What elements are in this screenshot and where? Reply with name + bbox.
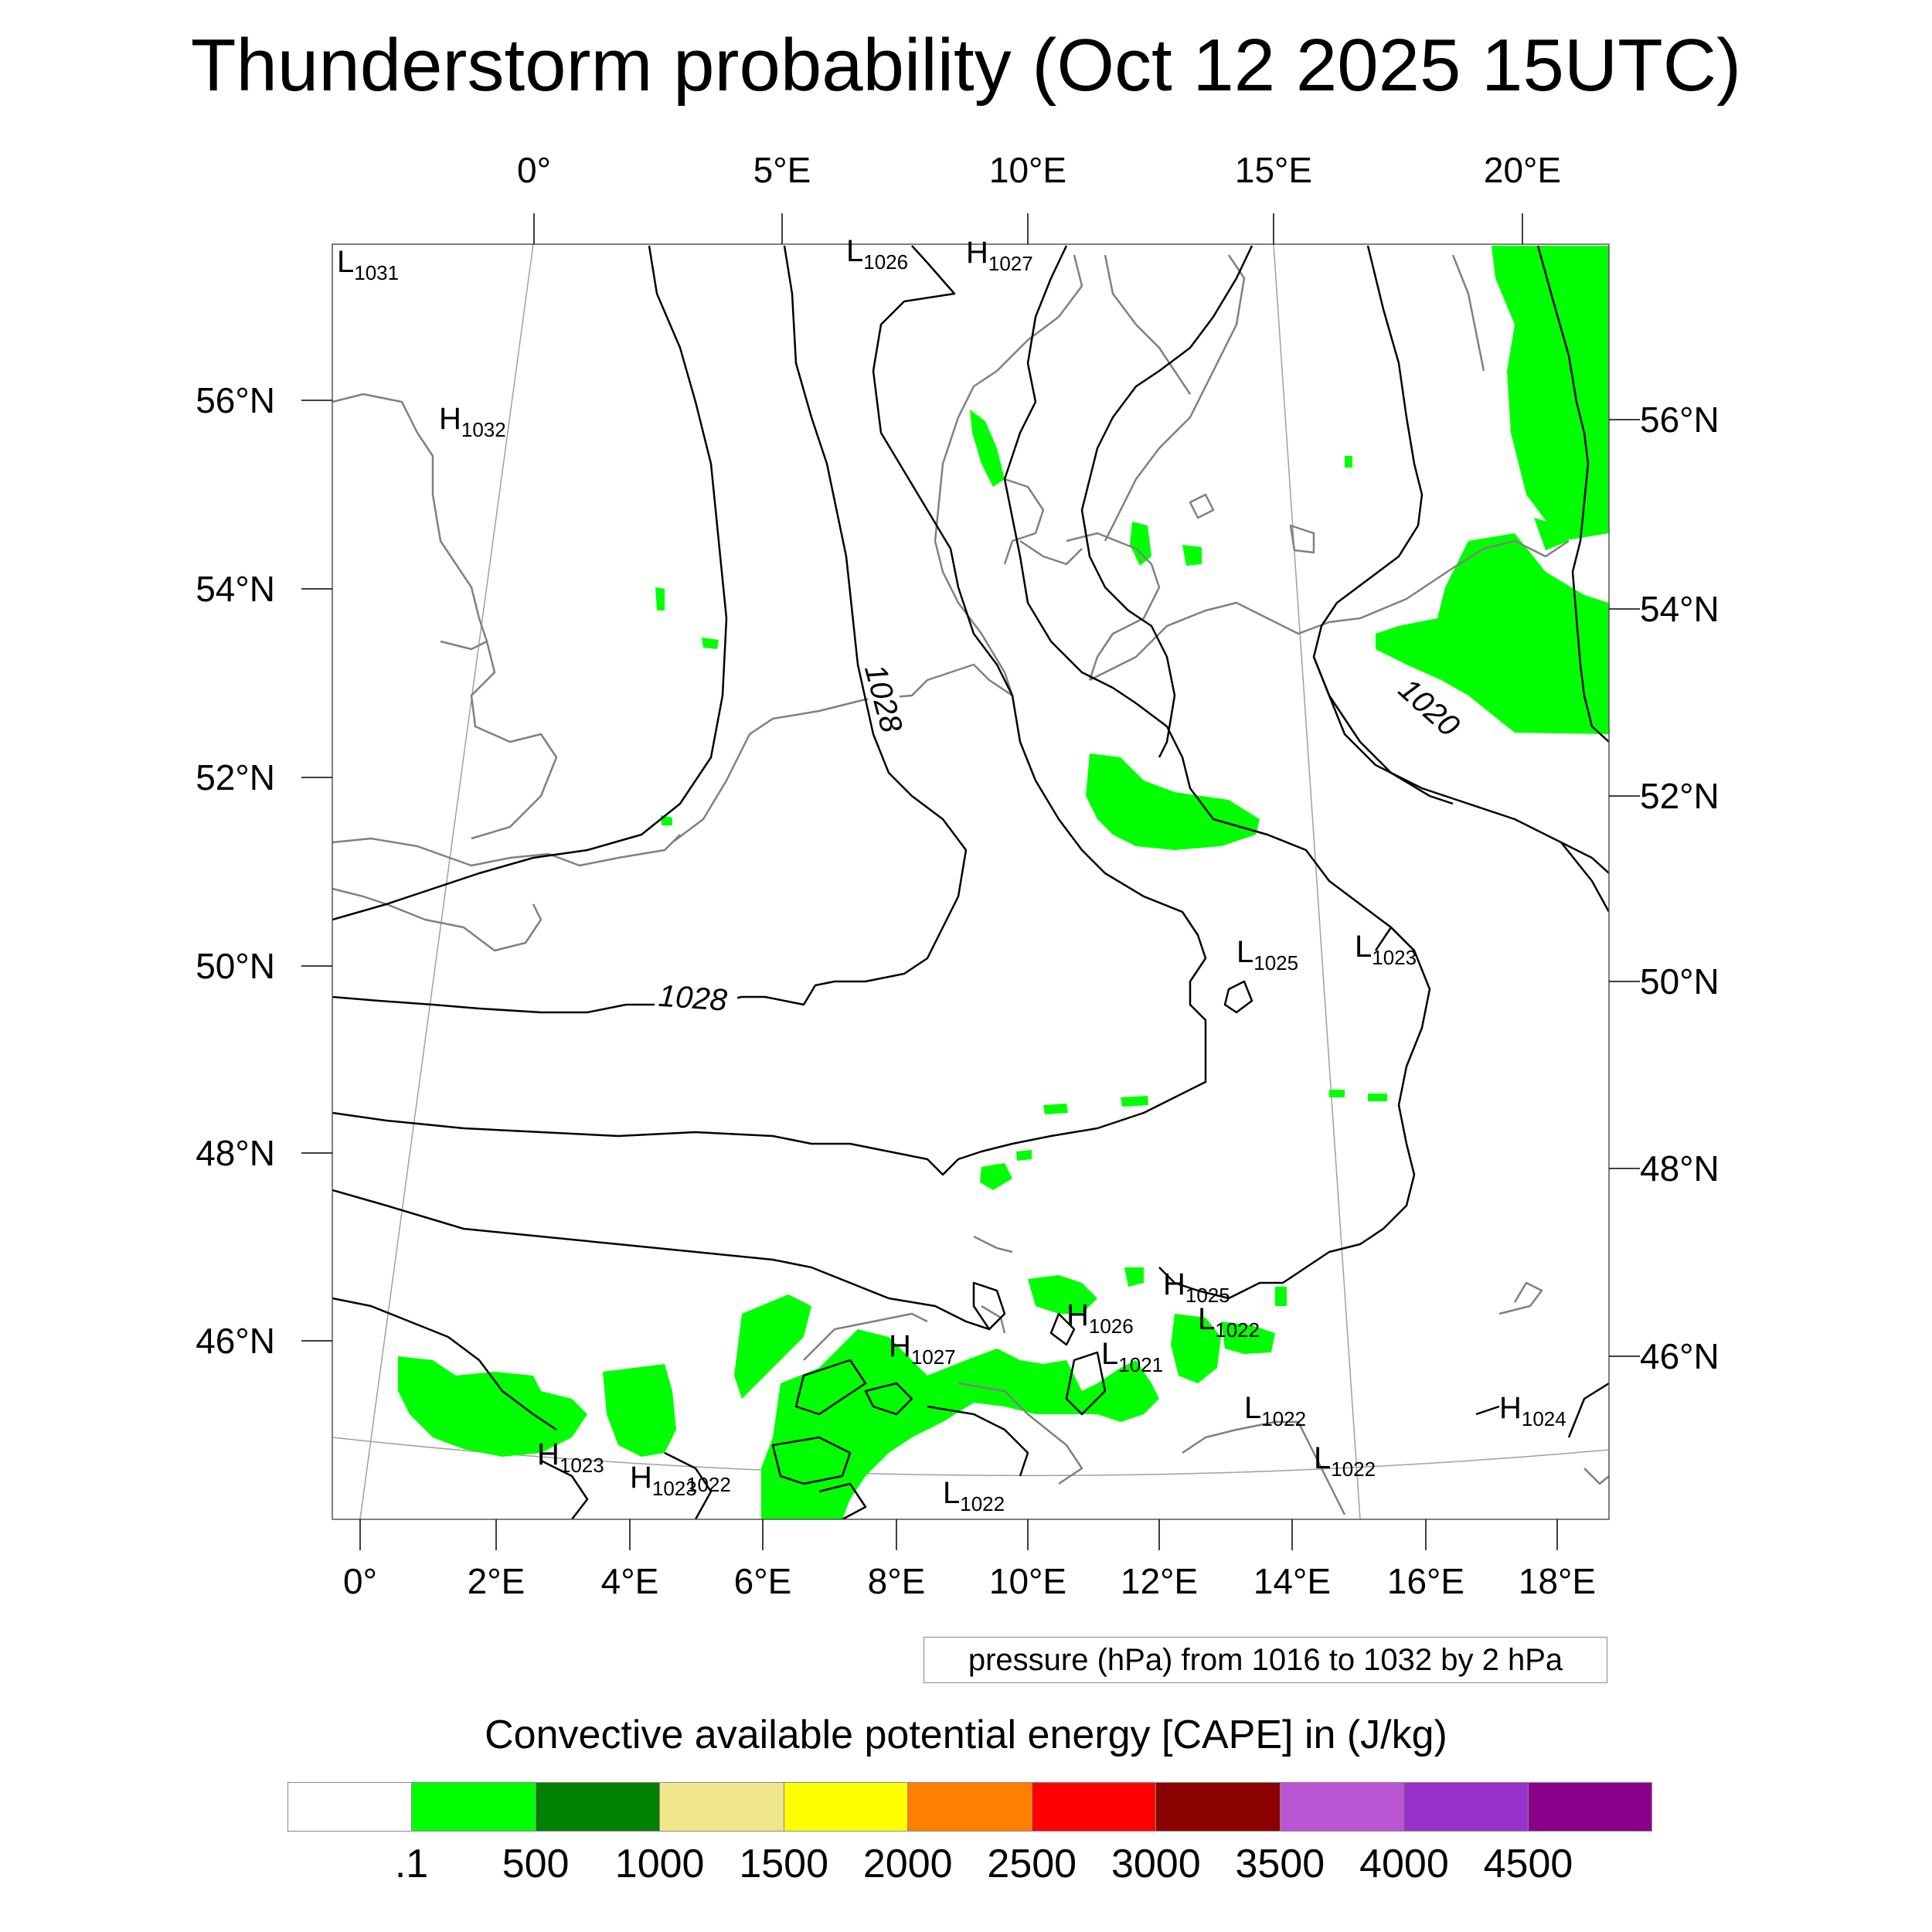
lon-label-bottom: 12°E (1121, 1561, 1198, 1601)
lat-label-left: 50°N (196, 946, 275, 986)
colorbar-label: .1 (394, 1842, 429, 1886)
pressure-center: H1027 (889, 1329, 956, 1369)
pressure-center: L1026 (846, 234, 908, 274)
pressure-info-box: pressure (hPa) from 1016 to 1032 by 2 hP… (923, 1637, 1607, 1683)
lat-label-right: 56°N (1640, 400, 1719, 440)
map-frame (332, 243, 1610, 1520)
lat-label-right: 52°N (1640, 776, 1719, 816)
colorbar-swatch (288, 1783, 413, 1831)
graticule (332, 244, 1609, 1519)
lon-label-bottom: 2°E (468, 1561, 526, 1601)
lon-label-bottom: 4°E (601, 1561, 659, 1601)
pressure-center: L1021 (1101, 1337, 1163, 1376)
lat-label-left: 52°N (196, 757, 275, 798)
lon-label-bottom: 8°E (868, 1561, 926, 1601)
pressure-center: H1026 (1066, 1298, 1134, 1338)
axis-ticks (301, 213, 1640, 1550)
lat-label-left: 56°N (196, 380, 275, 420)
lon-label-bottom: 14°E (1253, 1561, 1331, 1601)
lat-label-left: 48°N (196, 1133, 275, 1173)
colorbar-label: 2000 (862, 1842, 953, 1886)
colorbar-label: 2500 (987, 1842, 1077, 1886)
colorbar-label: 500 (502, 1842, 570, 1886)
isobars (332, 245, 1609, 1519)
lat-label-left: 54°N (196, 569, 275, 609)
pressure-center: H1032 (439, 402, 506, 441)
colorbar-label: 1000 (614, 1842, 705, 1886)
cape-colorbar (287, 1782, 1652, 1832)
lon-label-bottom: 0° (343, 1561, 377, 1601)
pressure-center: L1023 (1355, 930, 1417, 969)
coastlines (332, 254, 1609, 1515)
pressure-centers: L1031 L1026 H1027 H1032 L1025 L1023 H102… (337, 234, 1566, 1515)
lon-label-bottom: 10°E (989, 1561, 1066, 1601)
colorbar-swatch (536, 1783, 661, 1831)
colorbar-label: 4500 (1483, 1842, 1573, 1886)
lat-label-right: 48°N (1640, 1148, 1719, 1189)
lon-label-top: 15°E (1235, 150, 1312, 190)
pressure-center: L1022 (1198, 1302, 1260, 1342)
pressure-center: L1022 (943, 1476, 1005, 1515)
colorbar-swatch (1404, 1783, 1529, 1831)
pressure-center: H1023 (537, 1437, 604, 1477)
pressure-center: 1022 (686, 1473, 731, 1496)
colorbar-swatch (1032, 1783, 1157, 1831)
pressure-center: L1031 (337, 245, 399, 284)
colorbar-swatch (1280, 1783, 1405, 1831)
lon-label-top: 0° (517, 150, 551, 190)
colorbar-swatch (660, 1783, 784, 1831)
pressure-center: L1022 (1314, 1441, 1376, 1481)
colorbar-swatch (908, 1783, 1032, 1831)
pressure-center: L1022 (1244, 1391, 1306, 1430)
pressure-center: H1024 (1499, 1391, 1566, 1430)
contour-label: 1028 (657, 979, 729, 1018)
pressure-center: H1023 (630, 1461, 697, 1500)
map-title: Thunderstorm probability (Oct 12 2025 15… (190, 24, 1742, 107)
pressure-center: H1025 (1163, 1267, 1230, 1307)
lat-label-right: 54°N (1640, 589, 1719, 629)
lat-label-right: 46°N (1640, 1336, 1719, 1376)
colorbar-label: 3500 (1235, 1842, 1325, 1886)
colorbar-swatch (784, 1783, 909, 1831)
colorbar-label: 1500 (739, 1842, 829, 1886)
colorbar-swatch (1156, 1783, 1281, 1831)
lon-label-top: 10°E (989, 150, 1066, 190)
lon-label-top: 5°E (753, 150, 811, 190)
pressure-center: L1025 (1236, 935, 1298, 975)
colorbar-label: 4000 (1359, 1842, 1449, 1886)
lon-label-bottom: 18°E (1519, 1561, 1596, 1601)
lat-label-right: 50°N (1640, 961, 1719, 1002)
colorbar-swatch (1528, 1783, 1651, 1831)
contour-labels: 1028 1028 1020 (654, 658, 1473, 1018)
colorbar-swatch (412, 1783, 536, 1831)
lon-label-bottom: 6°E (734, 1561, 792, 1601)
lon-label-top: 20°E (1484, 150, 1561, 190)
colorbar-label: 3000 (1111, 1842, 1201, 1886)
lon-label-bottom: 16°E (1387, 1561, 1464, 1601)
colorbar-title: Convective available potential energy [C… (485, 1713, 1447, 1757)
pressure-center: H1027 (966, 236, 1033, 275)
lat-label-left: 46°N (196, 1321, 275, 1361)
